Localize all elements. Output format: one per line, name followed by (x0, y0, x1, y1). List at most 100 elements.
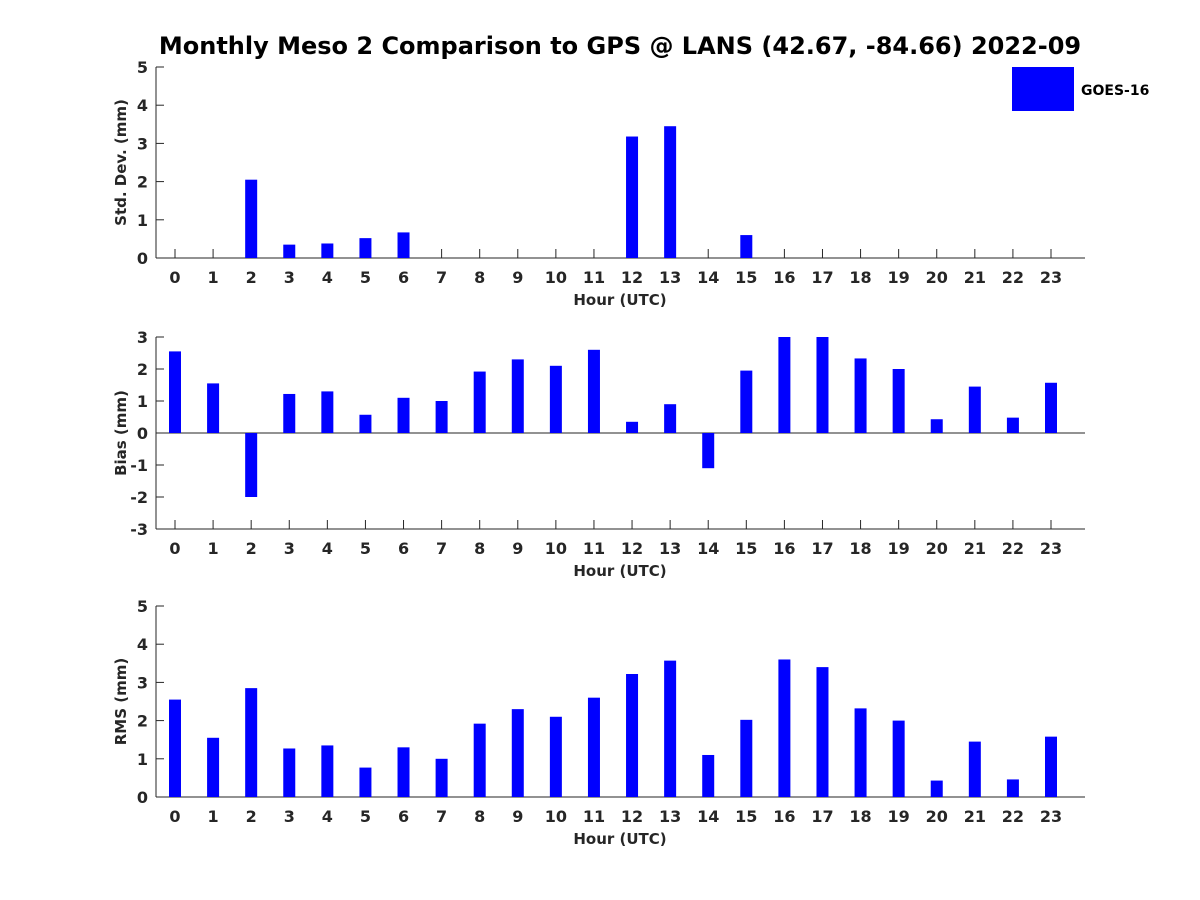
x-tick-label: 17 (811, 807, 833, 826)
x-tick-label: 0 (169, 539, 180, 558)
bar-hour-14 (702, 754, 715, 797)
x-tick-label: 23 (1040, 807, 1062, 826)
bar-hour-1 (207, 737, 220, 797)
bar-hour-16 (778, 337, 791, 433)
x-tick-label: 10 (545, 807, 567, 826)
bar-hour-5 (359, 414, 372, 433)
bar-hour-15 (740, 235, 753, 258)
bar-hour-21 (968, 741, 981, 797)
x-tick-label: 11 (583, 807, 605, 826)
x-tick-label: 16 (773, 268, 795, 287)
bar-hour-7 (435, 401, 448, 433)
legend: GOES-16 (1012, 67, 1149, 111)
x-tick-label: 3 (284, 807, 295, 826)
x-axis-label: Hour (UTC) (573, 291, 666, 309)
y-tick-label: 2 (137, 173, 148, 192)
bar-hour-14 (702, 433, 715, 469)
x-tick-label: 3 (284, 268, 295, 287)
x-tick-label: 20 (926, 807, 948, 826)
x-tick-label: 13 (659, 268, 681, 287)
bar-hour-0 (169, 699, 181, 797)
x-axis-label: Hour (UTC) (573, 830, 666, 848)
x-tick-label: 1 (208, 539, 219, 558)
bar-hour-8 (473, 371, 486, 433)
y-tick-label: -3 (130, 520, 148, 539)
x-tick-label: 19 (888, 268, 910, 287)
x-tick-label: 20 (926, 539, 948, 558)
y-tick-label: 0 (137, 424, 148, 443)
bar-hour-6 (397, 747, 410, 797)
x-tick-label: 7 (436, 807, 447, 826)
x-tick-label: 4 (322, 807, 333, 826)
bar-hour-15 (740, 370, 753, 433)
bar-hour-11 (587, 697, 600, 797)
y-tick-label: 0 (137, 249, 148, 268)
bar-hour-22 (1006, 779, 1019, 797)
y-tick-label: 3 (137, 134, 148, 153)
x-tick-label: 11 (583, 539, 605, 558)
x-tick-label: 15 (735, 807, 757, 826)
y-tick-label: 2 (137, 360, 148, 379)
x-tick-label: 2 (246, 807, 257, 826)
bar-hour-4 (321, 391, 334, 433)
bar-hour-12 (626, 421, 639, 433)
x-tick-label: 13 (659, 807, 681, 826)
x-tick-label: 12 (621, 539, 643, 558)
x-tick-label: 6 (398, 807, 409, 826)
x-tick-label: 4 (322, 539, 333, 558)
bar-hour-16 (778, 659, 791, 797)
x-tick-label: 21 (964, 807, 986, 826)
y-tick-label: 1 (137, 750, 148, 769)
x-tick-label: 17 (811, 268, 833, 287)
bar-hour-10 (549, 716, 562, 797)
x-tick-label: 5 (360, 539, 371, 558)
x-tick-label: 8 (474, 807, 485, 826)
x-tick-label: 9 (512, 539, 523, 558)
bar-hour-23 (1045, 736, 1057, 797)
x-tick-label: 9 (512, 807, 523, 826)
x-tick-label: 0 (169, 807, 180, 826)
bar-hour-3 (283, 748, 296, 797)
x-tick-label: 6 (398, 539, 409, 558)
x-tick-label: 16 (773, 539, 795, 558)
x-tick-label: 19 (888, 807, 910, 826)
bar-hour-18 (854, 708, 867, 797)
bar-hour-17 (816, 337, 829, 433)
bar-hour-4 (321, 745, 334, 797)
y-axis-label: Bias (mm) (112, 390, 130, 476)
x-tick-label: 1 (208, 268, 219, 287)
bar-hour-3 (283, 393, 296, 433)
x-tick-label: 14 (697, 807, 719, 826)
bar-hour-5 (359, 767, 372, 797)
bar-hour-10 (549, 365, 562, 433)
bar-hour-17 (816, 667, 829, 797)
x-tick-label: 1 (208, 807, 219, 826)
y-axis-label: Std. Dev. (mm) (112, 99, 130, 226)
bar-hour-20 (930, 419, 943, 433)
x-tick-label: 22 (1002, 539, 1024, 558)
y-tick-label: 1 (137, 392, 148, 411)
legend-swatch (1012, 67, 1074, 111)
x-tick-label: 22 (1002, 807, 1024, 826)
y-tick-label: 5 (137, 58, 148, 77)
x-tick-label: 23 (1040, 268, 1062, 287)
bar-hour-23 (1045, 382, 1057, 433)
x-tick-label: 3 (284, 539, 295, 558)
y-tick-label: 4 (137, 635, 148, 654)
x-tick-label: 18 (849, 268, 871, 287)
x-tick-label: 10 (545, 268, 567, 287)
bar-hour-20 (930, 780, 943, 797)
x-tick-label: 19 (888, 539, 910, 558)
bar-hour-9 (511, 709, 524, 797)
x-tick-label: 8 (474, 268, 485, 287)
bar-hour-2 (245, 179, 258, 258)
y-tick-label: -2 (130, 488, 148, 507)
y-tick-label: 3 (137, 328, 148, 347)
x-tick-label: 7 (436, 539, 447, 558)
bar-hour-9 (511, 359, 524, 433)
bar-hour-21 (968, 386, 981, 433)
bar-hour-0 (169, 351, 181, 433)
